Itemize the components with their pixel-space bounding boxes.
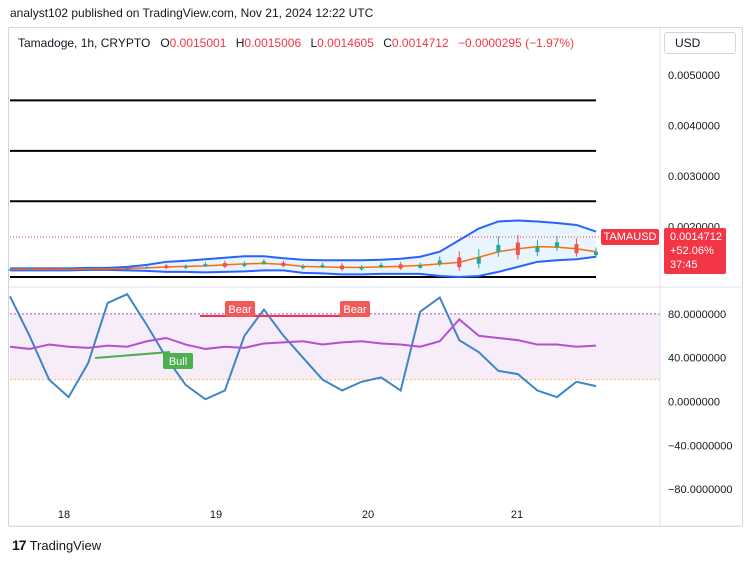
low-value: 0.0014605 <box>317 36 374 50</box>
bar-countdown: 37:45 <box>670 259 698 271</box>
open-label: O <box>160 36 170 50</box>
publish-header: analyst102 published on TradingView.com,… <box>10 6 374 20</box>
close-value: 0.0014712 <box>391 36 449 50</box>
high-label: H <box>235 36 245 50</box>
open-value: 0.0015001 <box>169 36 227 50</box>
chart-frame[interactable] <box>8 27 743 527</box>
brand-name: TradingView <box>29 537 102 553</box>
percent-change: +52.06% <box>670 245 714 257</box>
low-label: L <box>310 36 318 50</box>
close-label: C <box>383 36 392 50</box>
change-value: −0.0000295 (−1.97%) <box>458 36 575 50</box>
last-price: 0.0014712 <box>670 231 722 243</box>
tradingview-logo-icon: 17 <box>12 537 27 553</box>
symbol-legend: Tamadoge, 1h, CRYPTO O0.0015001 H0.00150… <box>18 36 574 50</box>
footer-brand: 17 TradingView <box>12 537 101 553</box>
last-price-box: 0.0014712 +52.06% 37:45 <box>664 228 726 274</box>
currency-button[interactable]: USD <box>664 32 736 54</box>
high-value: 0.0015006 <box>244 36 302 50</box>
symbol-name[interactable]: Tamadoge, 1h, CRYPTO <box>18 36 151 50</box>
ticker-tag: TAMAUSD <box>601 229 659 245</box>
